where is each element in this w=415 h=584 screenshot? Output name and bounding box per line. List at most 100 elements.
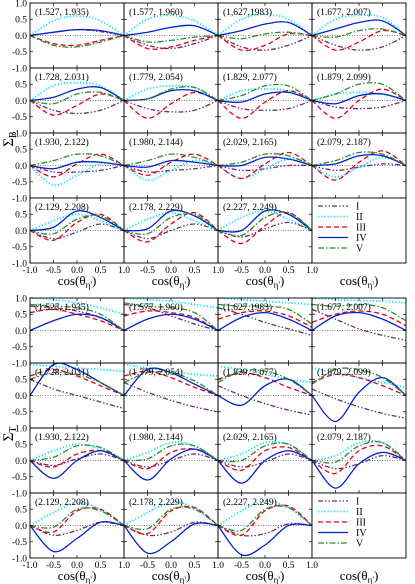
panel-2-13: (2.129, 2.208)0.50.0-0.5-1.0-1.0 -0.5 0.0 0… [12,492,130,571]
x-tick-label: 0.0 [71,561,83,571]
series-I-line [124,223,218,240]
series-V-line [30,444,124,462]
panel-label: (1.577, 1.960) [129,7,183,18]
series-IV-line [218,378,312,407]
x-axis-label: cos(θη') [246,568,285,584]
legend-label-III: III [356,518,366,529]
series-V-line [124,86,218,102]
series-V-line [30,34,124,48]
series-I-line [312,388,406,419]
x-axis-label: cos(θη') [58,273,97,290]
series-I-line [124,303,218,332]
series-II-line [30,81,124,102]
panel-label: (1.779, 2.054) [129,72,183,83]
series-II-line [312,156,406,178]
x-axis-label-main: cos(θ [152,273,180,288]
series-V-line [30,507,124,529]
series-III-line [124,211,218,243]
panel-1-12: (2.079, 2.187) [311,132,407,199]
y-tick-label: -0.5 [12,178,27,188]
x-axis-label-close: ) [280,273,284,288]
series-V-line [124,153,218,167]
series-III-line [124,370,218,397]
series-I-line [124,381,218,413]
panel-2-12: (2.079, 2.187) [311,427,407,494]
series-IV-line [124,522,218,555]
series-I-line [30,378,124,410]
y-tick-label: -0.5 [12,113,27,123]
panel-2-9: (1.930, 2.122) 0.5 0.0 -0.5 -1.0 [12,427,125,499]
panel-label: (1.930, 2.122) [35,137,89,148]
panel-label: (1.930, 2.122) [35,432,89,443]
series-III-line [312,373,406,397]
series-I-line [124,99,218,113]
series-II-line [218,440,312,462]
legend-label-IV: IV [356,233,367,244]
x-tick-label: 0.5 [283,266,295,276]
series-I-line [218,453,312,468]
panel-2-10: (1.980, 2.144) [123,427,219,494]
panel-label: (1.527, 1.935) [35,302,89,313]
x-tick-label: 0.5 [95,561,107,571]
series-I-line [218,307,312,337]
series-V-line [218,31,312,40]
y-tick-label: -0.5 [12,538,27,548]
series-IV-line [30,210,124,232]
panel-1-14: (2.178, 2.229) -0.5 0.0 0.5 1.0 [123,197,224,276]
series-I-line [124,164,218,173]
series-II-line [124,159,218,182]
series-I-line [312,34,406,51]
series-III-line [312,88,406,120]
x-tick-label: 0.5 [189,561,201,571]
x-axis-label-main: cos(θ [58,273,86,288]
panel-label: (1.527, 1.935) [35,7,89,18]
series-IV-line [312,311,406,332]
x-axis-label-sub: η' [86,575,93,584]
y-tick-label: 0.5 [15,211,27,221]
panel-2-14: (2.178, 2.229) -0.5 0.0 0.5 1.0 [123,492,224,571]
legend-label-II: II [356,507,363,518]
series-V-line [30,303,124,332]
series-I-line [30,305,124,332]
series-V-line [312,303,406,322]
x-axis-label-sub: η' [368,575,375,584]
y-axis-label: ΣT [1,427,19,442]
panel-1-3: (1,627,1983) [217,2,313,69]
series-I-line [124,34,218,50]
series-IV-line [30,28,124,37]
panel-2-4: (1.677, 2.007) [311,297,407,364]
x-axis-label-main: cos(θ [340,273,368,288]
y-axis-label-main: Σ [1,433,17,442]
x-axis-label-sub: η' [180,575,187,584]
series-V-line [30,371,124,397]
chart-block-1: (1.527, 1.935) 1.0 0.5 0.0 -0.5 -1.0 (1.577, 1… [1,0,407,290]
panel-label: (2.227, 2.249) [223,202,277,213]
series-IV-line [218,91,312,104]
panel-1-4: (1.677, 2.007) [311,2,407,69]
series-IV-line [124,209,218,232]
legend-label-I: I [356,497,359,508]
series-III-line [124,310,218,332]
x-axis-label-sub: η' [368,280,375,290]
panel-label: (2.079, 2.187) [317,137,371,148]
series-IV-line [312,153,406,167]
panel-label: (1.879, 2.099) [317,72,371,83]
series-V-line [30,153,124,167]
x-axis-label-main: cos(θ [246,273,274,288]
y-tick-label: -1.0 [12,129,27,139]
series-V-line [218,442,312,463]
series-IV-line [218,21,312,37]
series-III-line [312,444,406,475]
x-tick-label: 0.0 [259,266,271,276]
panel-label: (2.079, 2.187) [317,432,371,443]
x-axis-label: cos(θη') [58,568,97,584]
panel-1-2: (1.577, 1.960) [123,2,219,69]
panel-label: (1.677, 2.007) [317,302,371,313]
y-tick-label: 0.0 [15,392,27,402]
legend-frame [311,492,407,559]
series-IV-line [30,521,124,553]
series-III-line [30,507,124,534]
